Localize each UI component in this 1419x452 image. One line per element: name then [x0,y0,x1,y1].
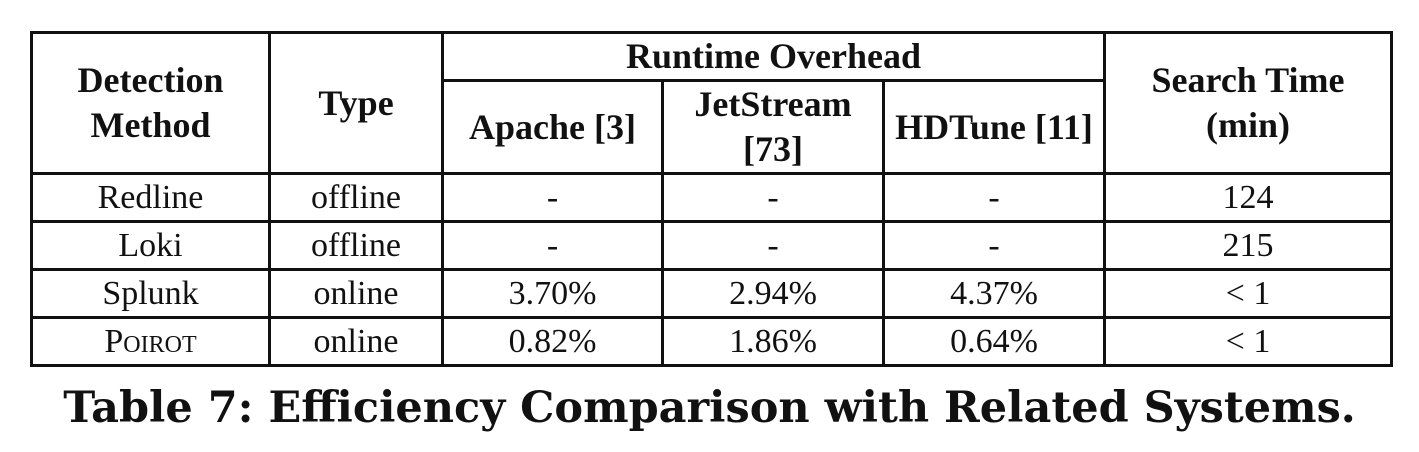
header-jetstream: JetStream [73] [661,79,885,175]
cell-apache: - [441,172,664,223]
header-detection-method: Detection Method [30,31,271,175]
cell-jetstream: - [661,220,885,271]
cell-type: online [268,268,444,319]
cell-hdtune: 4.37% [882,268,1106,319]
table-row: Redline offline - - - 124 [30,172,1393,223]
cell-hdtune: - [882,220,1106,271]
cell-apache: 3.70% [441,268,664,319]
cell-search-time: 124 [1103,172,1393,223]
cell-method: Poirot [30,316,271,367]
cell-search-time: 215 [1103,220,1393,271]
cell-jetstream: - [661,172,885,223]
cell-method: Redline [30,172,271,223]
table-caption: Table 7: Efficiency Comparison with Rela… [63,383,1356,433]
header-apache: Apache [3] [441,79,664,175]
cell-type: offline [268,172,444,223]
table-row: Poirot online 0.82% 1.86% 0.64% < 1 [30,316,1393,367]
table-container: Detection Method Type Runtime Overhead S… [30,31,1393,367]
cell-apache: - [441,220,664,271]
cell-jetstream: 2.94% [661,268,885,319]
cell-method: Splunk [30,268,271,319]
cell-jetstream: 1.86% [661,316,885,367]
header-runtime-overhead: Runtime Overhead [441,31,1106,82]
header-search-time: Search Time (min) [1103,31,1393,175]
cell-search-time: < 1 [1103,316,1393,367]
cell-type: offline [268,220,444,271]
header-type: Type [268,31,444,175]
efficiency-comparison-table: Detection Method Type Runtime Overhead S… [30,31,1393,367]
cell-apache: 0.82% [441,316,664,367]
cell-hdtune: - [882,172,1106,223]
table-row: Loki offline - - - 215 [30,220,1393,271]
table-row: Splunk online 3.70% 2.94% 4.37% < 1 [30,268,1393,319]
cell-search-time: < 1 [1103,268,1393,319]
header-hdtune: HDTune [11] [882,79,1106,175]
cell-method: Loki [30,220,271,271]
cell-hdtune: 0.64% [882,316,1106,367]
cell-type: online [268,316,444,367]
